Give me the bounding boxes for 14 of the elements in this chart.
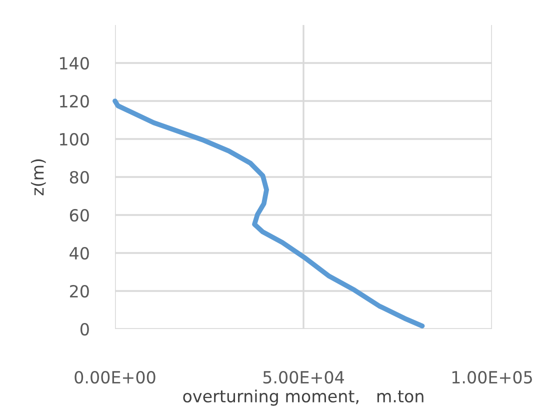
- y-axis-title: z(m): [30, 159, 46, 196]
- y-tick-label: 120: [60, 94, 89, 108]
- y-tick-label: 80: [70, 170, 89, 184]
- y-tick-label: 140: [60, 56, 89, 70]
- x-axis-title: overturning moment, m.ton: [183, 390, 424, 406]
- x-tick-label: 1.00E+05: [452, 370, 532, 384]
- x-tick-label: 0.00E+00: [74, 370, 156, 384]
- y-tick-label: 40: [70, 246, 89, 260]
- line-series: [112, 98, 425, 328]
- y-tick-label: 20: [70, 284, 89, 298]
- y-tick-label: 60: [70, 208, 89, 222]
- x-tick-label: 5.00E+04: [263, 370, 344, 384]
- y-tick-label: 100: [60, 132, 89, 146]
- y-tick-label: 0: [80, 322, 89, 336]
